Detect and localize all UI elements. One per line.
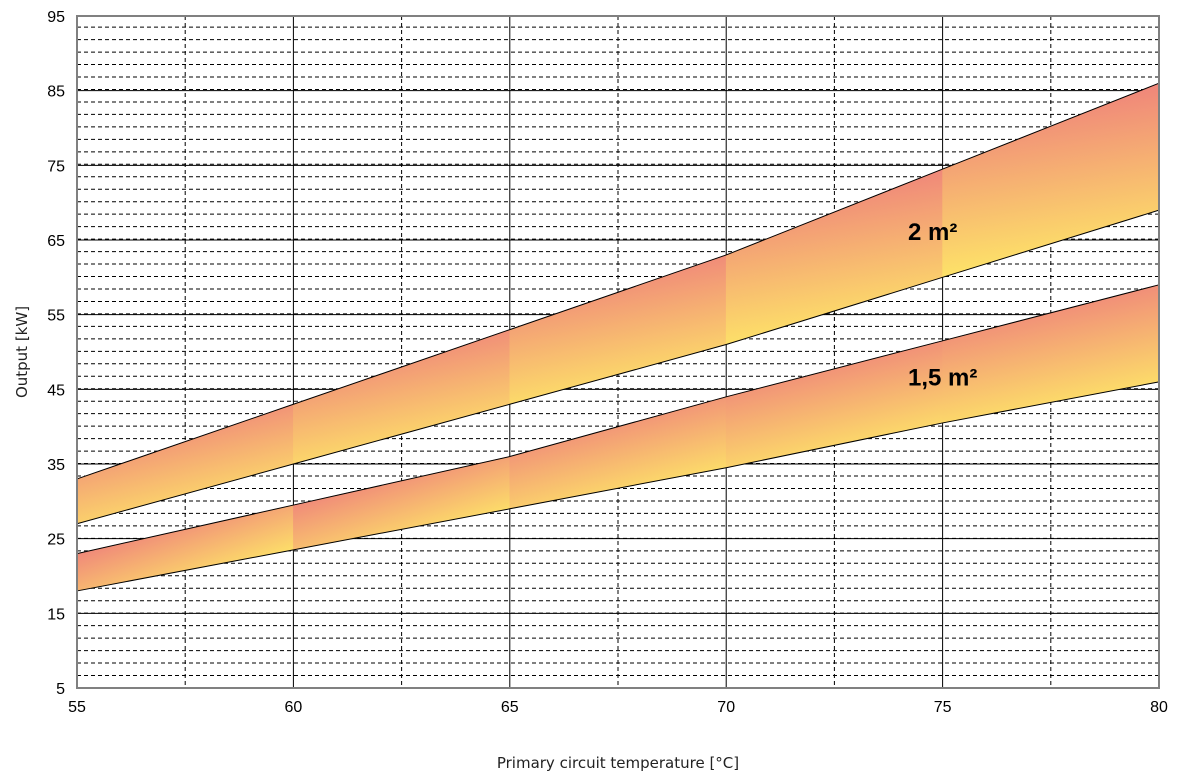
y-axis-title: Output [kW] (13, 306, 31, 398)
y-tick-label: 35 (47, 457, 65, 474)
x-tick-label: 80 (1150, 699, 1168, 716)
y-tick-label: 15 (47, 606, 65, 623)
band-lower-line (76, 381, 1160, 592)
y-tick-label: 85 (47, 84, 65, 101)
y-tick-label: 95 (47, 9, 65, 26)
x-tick-label: 70 (717, 699, 735, 716)
x-tick-label: 60 (285, 699, 303, 716)
y-tick-label: 5 (56, 681, 65, 698)
band-lower-line (76, 209, 1160, 525)
x-tick-label: 75 (934, 699, 952, 716)
plot-frame (76, 15, 1160, 689)
x-tick-label: 55 (68, 699, 86, 716)
y-tick-label: 45 (47, 382, 65, 399)
band-label: 2 m² (908, 219, 957, 246)
x-tick-label: 65 (501, 699, 519, 716)
tick-labels: 55 60 65 70 75 80 5 15 25 35 45 55 65 75 85 95 (47, 9, 1168, 716)
y-tick-label: 75 (47, 158, 65, 175)
band-label: 1,5 m² (908, 365, 977, 392)
y-tick-label: 55 (47, 308, 65, 325)
band-upper-line (76, 82, 1160, 480)
bands: 2 m² 1,5 m² (76, 82, 1160, 592)
y-tick-label: 25 (47, 532, 65, 549)
band-upper-line (76, 284, 1160, 555)
x-axis-title: Primary circuit temperature [°C] (497, 754, 739, 772)
y-tick-label: 65 (47, 233, 65, 250)
